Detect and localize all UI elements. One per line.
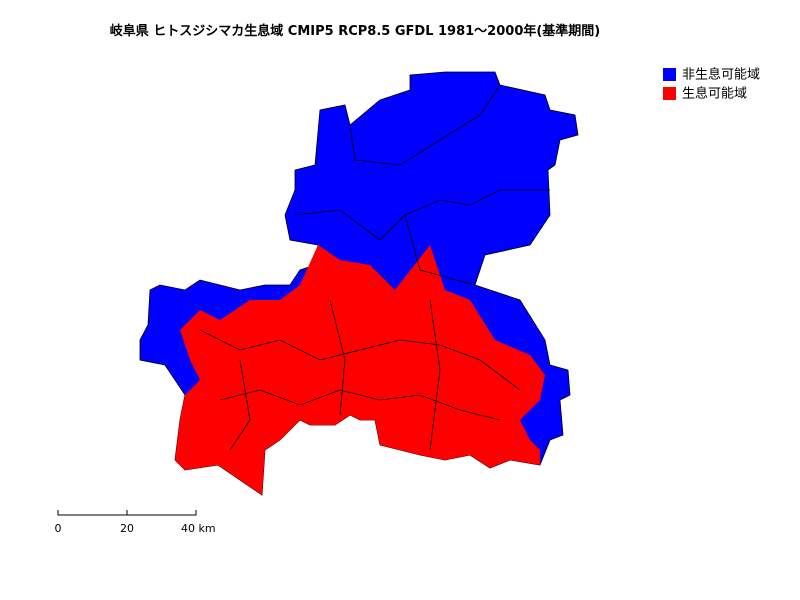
legend-label: 生息可能域 (682, 86, 747, 102)
scale-label: 40 km (181, 522, 216, 535)
municipal-borders (199, 84, 550, 451)
scale-label: 0 (55, 522, 62, 535)
scale-bar: 0 20 40 km (55, 510, 216, 535)
map-title: 岐阜県 ヒトスジシマカ生息域 CMIP5 RCP8.5 GFDL 1981～20… (110, 23, 601, 39)
legend-label: 非生息可能域 (682, 67, 760, 83)
map (139, 71, 579, 496)
suitable-area (175, 245, 545, 495)
scale-label: 20 (120, 522, 134, 535)
legend-swatch (663, 87, 676, 100)
legend-swatch (663, 68, 676, 81)
